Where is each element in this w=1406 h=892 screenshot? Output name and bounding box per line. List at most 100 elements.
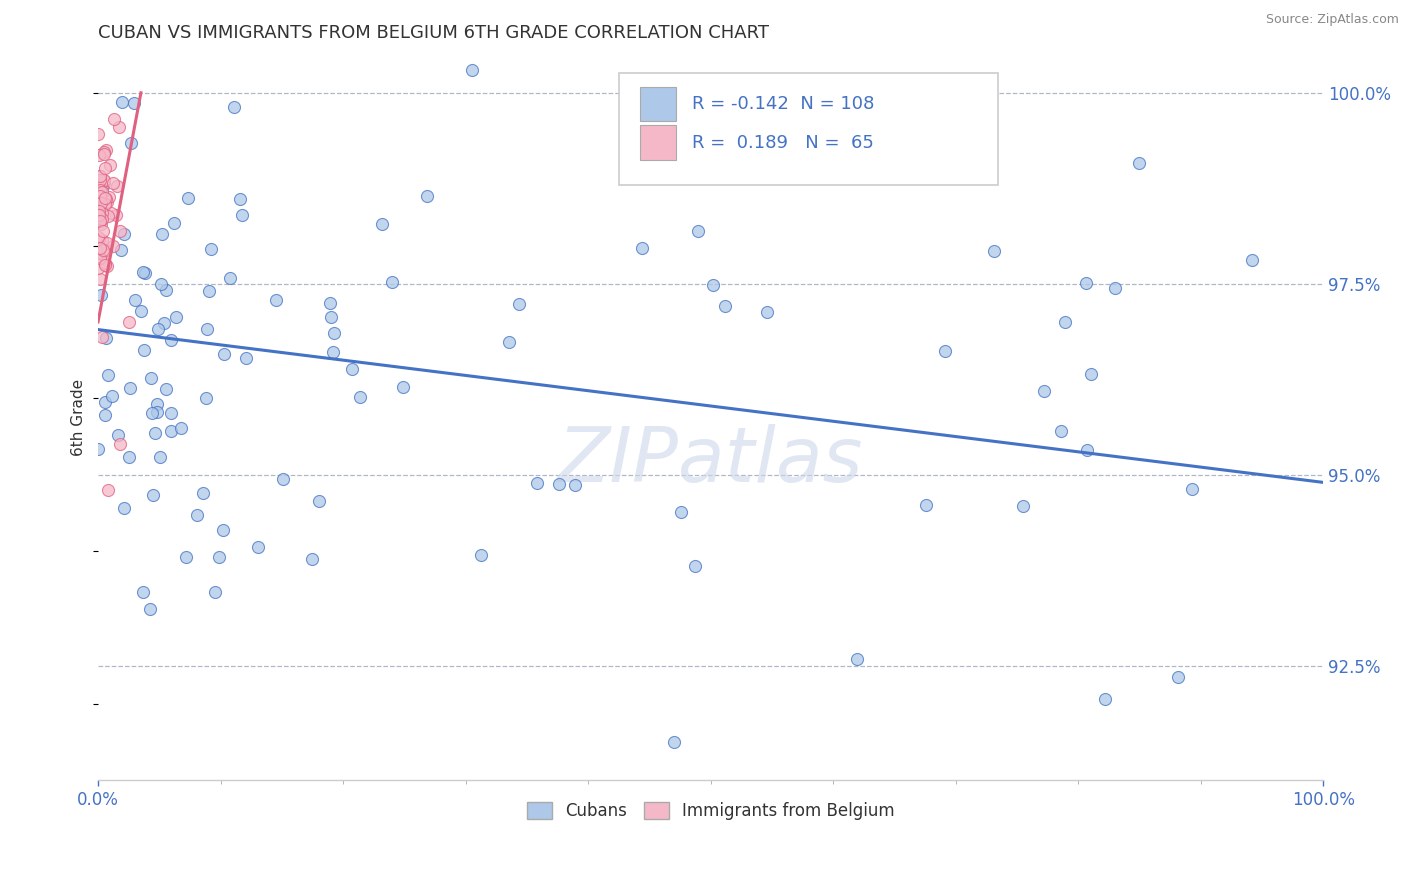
Point (508, 297, 530, 311)
Point (87, 244, 110, 259)
Point (846, 652, 869, 666)
Point (107, 120, 129, 134)
Point (1241, 253, 1264, 268)
Point (87, 191, 110, 205)
Point (564, 478, 586, 492)
Point (87, 260, 110, 275)
Point (131, 265, 153, 279)
Point (96, 243, 118, 257)
Point (246, 540, 269, 554)
Point (107, 428, 129, 442)
Point (155, 283, 177, 297)
Point (1128, 156, 1150, 170)
Point (89, 288, 111, 302)
Point (118, 450, 141, 465)
Point (96, 259, 118, 273)
Point (340, 361, 363, 376)
Point (148, 322, 170, 336)
Point (93, 172, 115, 186)
Point (89, 241, 111, 255)
Point (89, 214, 111, 228)
Point (110, 244, 132, 258)
Point (87, 179, 110, 194)
Point (110, 95, 132, 109)
Point (631, 241, 654, 255)
Point (97, 190, 120, 204)
Point (97, 209, 120, 223)
Point (219, 271, 242, 285)
Point (90, 210, 112, 224)
Point (204, 585, 226, 599)
Point (93, 179, 115, 194)
Point (87, 229, 110, 244)
Point (96, 194, 118, 209)
Point (470, 548, 492, 562)
Point (91, 224, 114, 238)
Point (90, 212, 112, 227)
Point (160, 333, 183, 347)
Point (301, 552, 323, 566)
Legend: Cubans, Immigrants from Belgium: Cubans, Immigrants from Belgium (520, 795, 901, 826)
Point (149, 277, 172, 292)
Point (87, 246, 110, 260)
Point (100, 206, 122, 220)
Point (89, 214, 111, 228)
Point (1011, 499, 1033, 513)
Point (87, 208, 110, 222)
Point (93, 174, 115, 188)
Point (94, 331, 117, 345)
Point (112, 500, 135, 515)
Text: R =  0.189   N =  65: R = 0.189 N = 65 (692, 134, 875, 153)
Point (415, 189, 437, 203)
Point (200, 242, 222, 256)
Point (146, 405, 169, 419)
Point (195, 392, 218, 406)
Point (271, 472, 294, 486)
Point (1094, 691, 1116, 706)
Point (983, 244, 1005, 258)
Point (165, 310, 187, 325)
Point (153, 317, 176, 331)
Point (170, 420, 193, 434)
Point (1076, 443, 1098, 458)
Point (322, 344, 344, 359)
Point (87, 204, 110, 219)
Point (87, 127, 110, 141)
Point (645, 90, 668, 104)
Point (1167, 670, 1189, 684)
Point (93, 177, 115, 191)
Point (231, 208, 253, 222)
Point (141, 406, 163, 420)
Point (118, 315, 141, 329)
Point (93, 145, 115, 160)
Point (93, 408, 115, 422)
Point (526, 476, 548, 491)
Point (1076, 276, 1098, 290)
Point (94, 191, 117, 205)
Point (915, 498, 938, 512)
Point (163, 216, 186, 230)
Point (94, 192, 117, 206)
Point (87, 232, 110, 246)
Point (91, 206, 114, 220)
Point (702, 277, 724, 292)
Point (89, 172, 111, 186)
Point (1053, 315, 1076, 329)
Point (134, 266, 156, 280)
Point (94, 394, 117, 409)
Point (94, 143, 117, 157)
Text: CUBAN VS IMMIGRANTS FROM BELGIUM 6TH GRADE CORRELATION CHART: CUBAN VS IMMIGRANTS FROM BELGIUM 6TH GRA… (98, 24, 769, 42)
Point (89, 169, 111, 183)
Point (149, 450, 172, 465)
Point (319, 296, 342, 310)
Point (1050, 424, 1073, 438)
Point (90, 186, 112, 200)
Point (87, 442, 110, 457)
Point (150, 227, 173, 241)
Point (177, 191, 200, 205)
Point (108, 224, 131, 238)
Point (308, 494, 330, 508)
Point (93, 196, 115, 211)
Point (97, 483, 120, 497)
Point (120, 136, 142, 150)
